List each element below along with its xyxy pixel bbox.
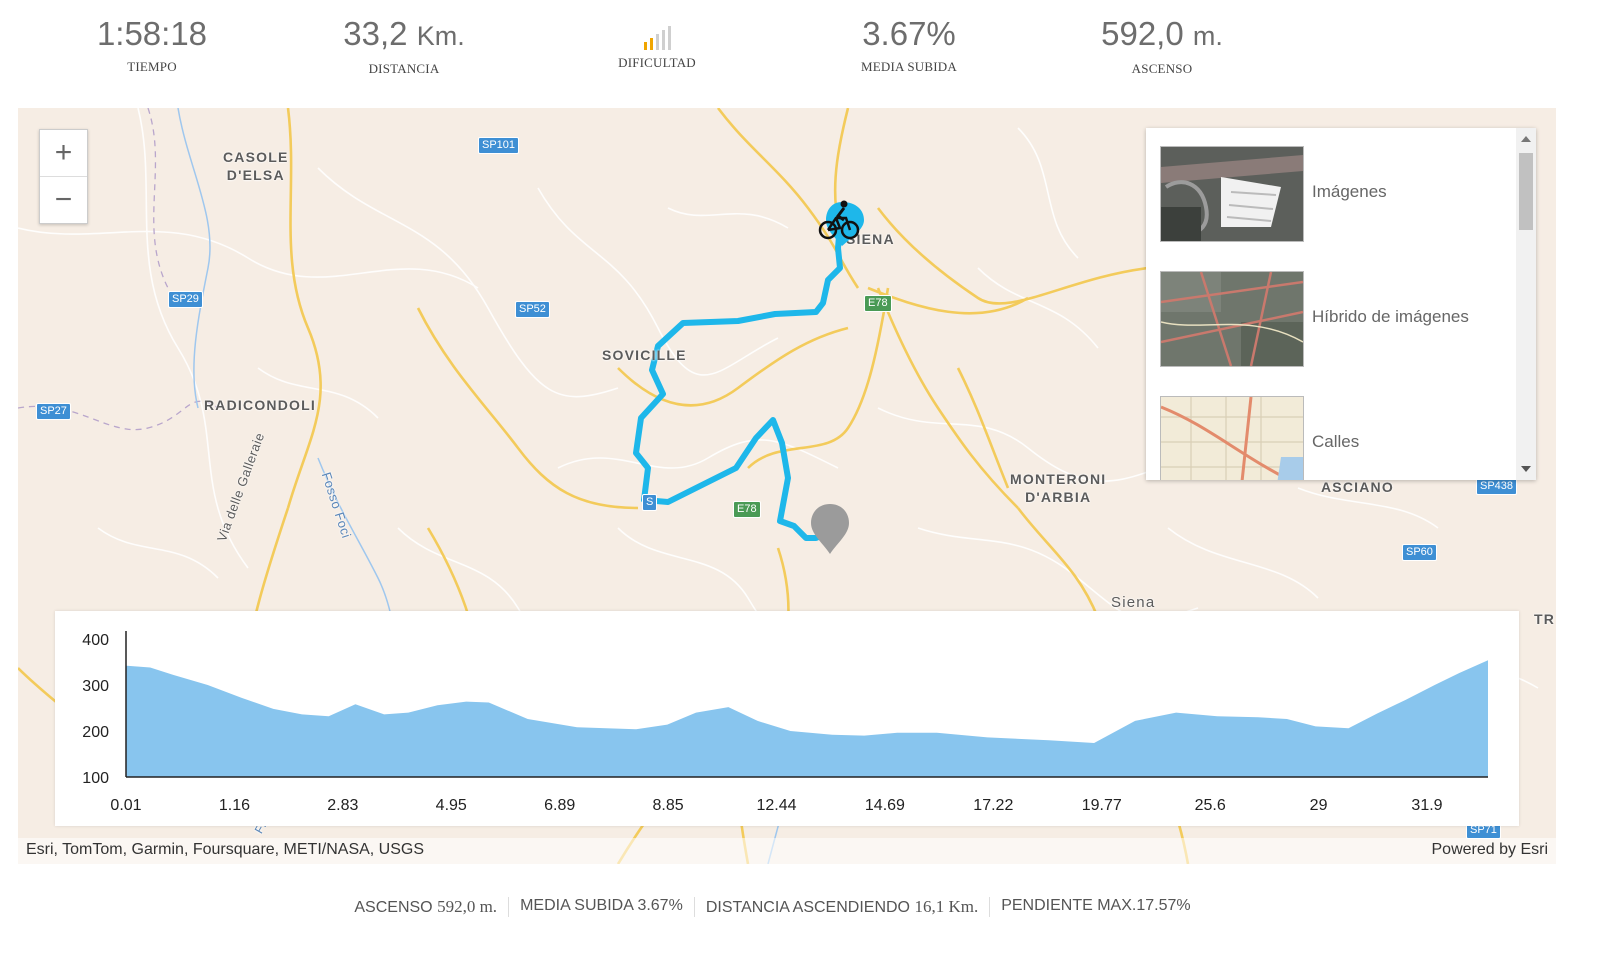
basemap-imagery[interactable]: Imágenes [1160,146,1500,242]
distance-label: DISTANCIA [368,61,440,76]
hybrid-thumbnail-icon [1160,271,1304,367]
streets-thumbnail-icon [1160,396,1304,480]
stat-difficulty: DIFICULTAD [557,14,757,71]
difficulty-bar [661,30,665,50]
place-tr-label: TR [1534,611,1556,627]
x-tick-label: 2.83 [327,797,358,814]
basemap-imagery-label: Imágenes [1312,182,1387,201]
imagery-thumbnail-icon [1160,146,1304,242]
time-value: 1:58:18 [96,15,208,52]
x-tick-label: 14.69 [865,797,905,814]
cyclist-icon[interactable] [814,194,874,254]
x-tick-label: 4.95 [436,797,467,814]
difficulty-bar [655,34,659,50]
y-tick-label: 100 [82,770,109,787]
place-asciano-label: ASCIANO [1321,479,1394,495]
x-tick-label: 19.77 [1082,797,1122,814]
difficulty-bar [649,38,653,50]
scroll-up-icon[interactable] [1521,136,1531,142]
shield-e78-b: E78 [733,501,761,518]
distance-value: 33,2 Km. [343,15,465,52]
basemap-hybrid-label: Híbrido de imágenes [1312,307,1469,326]
basemap-gallery: Imágenes Híbrido de imágenes [1146,128,1536,480]
x-tick-label: 6.89 [544,797,575,814]
difficulty-bars-icon [557,14,757,54]
place-sovicille-label: SOVICILLE [602,347,687,363]
map-attribution: Esri, TomTom, Garmin, Foursquare, METI/N… [18,838,1556,864]
elevation-svg: 100 200 300 400 0.01 1.16 2.83 4.95 6.89 8.85 12.… [82,631,1488,814]
x-tick-label: 1.16 [219,797,250,814]
stat-distance: 33,2 Km. DISTANCIA [304,14,504,77]
shield-sp27: SP27 [36,403,71,420]
shield-s: S [642,494,658,511]
x-tick-label: 0.01 [110,797,141,814]
basemap-hybrid[interactable]: Híbrido de imágenes [1160,271,1500,367]
stat-time: 1:58:18 TIEMPO [52,14,252,75]
x-tick-label: 17.22 [973,797,1013,814]
attribution-text: Esri, TomTom, Garmin, Foursquare, METI/N… [26,841,425,858]
scroll-thumb[interactable] [1519,153,1533,230]
x-tick-label: 31.9 [1411,797,1442,814]
basemap-scrollbar[interactable] [1516,128,1536,480]
y-tick-label: 400 [82,632,109,649]
place-casole-label: CASOLE D'ELSA [223,149,289,183]
place-monteroni-label: MONTERONI D'ARBIA [1010,471,1107,505]
y-tick-label: 200 [82,724,109,741]
shield-sp52: SP52 [515,301,550,318]
avg-climb-label: MEDIA SUBIDA [861,59,957,74]
shield-sp29: SP29 [168,291,203,308]
scroll-down-icon[interactable] [1521,466,1531,472]
shield-e78-a: E78 [864,295,892,312]
place-radicondoli-label: RADICONDOLI [204,397,316,413]
zoom-in-button[interactable]: + [54,136,73,169]
shield-sp101: SP101 [478,137,520,154]
gray-pin-icon[interactable] [808,502,852,558]
summary-distance-ascending: DISTANCIA ASCENDIENDO 16,1 Km. [693,897,989,917]
y-tick-label: 300 [82,678,109,695]
elevation-area [126,660,1488,777]
summary-ascent: ASCENSO 592,0 m. [354,897,498,916]
place-siena-label: SIENA [846,231,895,247]
shield-sp60: SP60 [1402,544,1437,561]
difficulty-bar [667,26,671,50]
elevation-profile-chart[interactable]: 100 200 300 400 0.01 1.16 2.83 4.95 6.89 8.85 12.… [55,611,1519,826]
stat-avg-climb: 3.67% MEDIA SUBIDA [809,14,1009,75]
zoom-out-button[interactable]: − [40,176,87,223]
route-line [633,222,843,541]
basemap-streets-label: Calles [1312,432,1360,451]
summary-bar: ASCENSO 592,0 m. MEDIA SUBIDA 3.67% DIST… [0,897,1545,917]
basemap-streets[interactable]: Calles [1160,396,1500,480]
x-tick-label: 29 [1310,797,1328,814]
zoom-control: + − [39,129,88,224]
stat-ascent: 592,0 m. ASCENSO [1062,14,1262,77]
powered-by-link[interactable]: Powered by Esri [1431,841,1549,858]
x-tick-label: 8.85 [653,797,684,814]
difficulty-label: DIFICULTAD [618,55,696,70]
place-siena-small-label: Siena [1111,594,1156,611]
summary-avg-climb: MEDIA SUBIDA 3.67% [508,897,694,917]
difficulty-bar [643,42,647,50]
time-label: TIEMPO [127,59,177,74]
ascent-label: ASCENSO [1131,61,1193,76]
x-tick-label: 25.6 [1195,797,1226,814]
summary-max-slope: PENDIENTE MAX.17.57% [989,897,1201,917]
avg-climb-value: 3.67% [862,15,956,52]
x-tick-label: 12.44 [756,797,796,814]
ascent-value: 592,0 m. [1101,15,1223,52]
shield-sp438: SP438 [1476,478,1518,495]
